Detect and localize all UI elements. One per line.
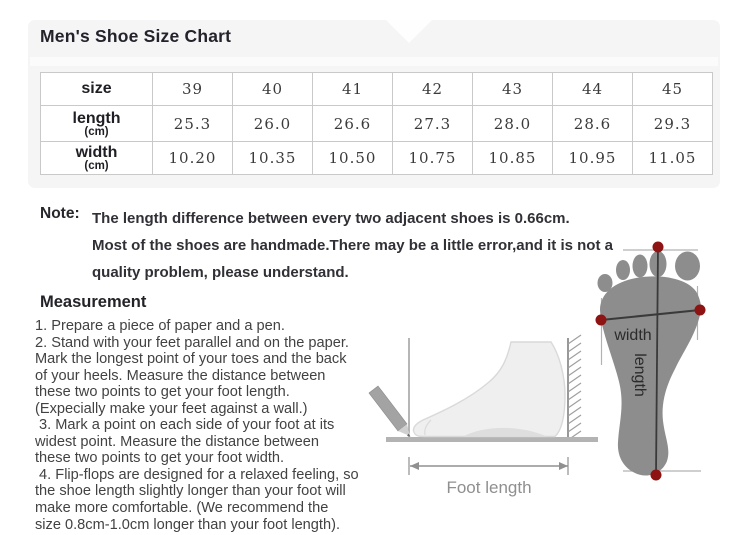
- width-cell: 10.95: [552, 141, 633, 175]
- footprint-diagram: width length: [595, 241, 706, 481]
- measurement-line: size 0.8cm-1.0cm longer than your foot l…: [35, 516, 341, 533]
- measurement-line: 1. Prepare a piece of paper and a pen.: [35, 318, 285, 334]
- measurement-instructions: 1. Prepare a piece of paper and a pen. 2…: [35, 318, 359, 533]
- measurement-line: these two points to get your foot length…: [35, 384, 290, 401]
- note-line: The length difference between every two …: [92, 210, 570, 227]
- page-title: Men's Shoe Size Chart: [40, 26, 232, 46]
- pencil-icon: [368, 385, 411, 437]
- width-cell: 10.85: [472, 141, 553, 175]
- wall-hatch-icon: [567, 334, 582, 441]
- width-measure-line: [600, 309, 701, 321]
- length-cell: 29.3: [632, 105, 713, 142]
- measurement-line: these two points to get your foot width.: [35, 450, 285, 467]
- size-cell: 41: [312, 72, 393, 106]
- width-label: width: [75, 144, 118, 161]
- measurement-line: 2. Stand with your feet parallel and on …: [35, 334, 349, 351]
- length-label: length: [72, 109, 121, 127]
- table-row-sizes: size 39 40 41 42 43 44 45: [40, 72, 713, 106]
- length-unit: (cm): [84, 125, 109, 138]
- note-text: The length difference between every two …: [92, 205, 613, 286]
- measurement-line: (Expecially make your feet against a wal…: [35, 400, 308, 417]
- size-cell: 44: [552, 72, 633, 106]
- width-cell: 10.35: [232, 141, 313, 175]
- footprint-toes: [597, 251, 700, 292]
- foot-side-diagram: Foot length: [368, 334, 598, 497]
- foot-length-arrow: [408, 457, 569, 475]
- footprint-length-label: length: [631, 353, 648, 397]
- length-cell: 28.0: [472, 105, 553, 142]
- note-line: quality problem, please understand.: [92, 264, 349, 281]
- foot-profile-icon: [412, 341, 566, 438]
- ground-line: [386, 437, 598, 442]
- measurement-line: make more comfortable. (We recommend the: [35, 500, 329, 517]
- card-divider: [30, 57, 718, 66]
- measurement-line: the shoe length slightly longer than you…: [35, 483, 346, 500]
- width-cell: 10.75: [392, 141, 473, 175]
- measurement-line: of your heels. Measure the distance betw…: [35, 367, 326, 384]
- length-measure-line: [655, 246, 659, 476]
- measurement-line: 3. Mark a point on each side of your foo…: [35, 417, 335, 434]
- size-cell: 43: [472, 72, 553, 106]
- marker-dots: [595, 241, 706, 481]
- size-cell: 40: [232, 72, 313, 106]
- width-cell: 10.20: [152, 141, 233, 175]
- measurement-line: widest point. Measure the distance betwe…: [35, 433, 319, 450]
- table-row-length: length (cm) 25.3 26.0 26.6 27.3 28.0 28.…: [40, 105, 713, 142]
- foot-arch-shadow: [463, 427, 547, 437]
- footprint-sole-icon: [600, 276, 701, 476]
- width-unit: (cm): [84, 160, 109, 172]
- note-label: Note:: [40, 205, 80, 222]
- length-cell: 26.6: [312, 105, 393, 142]
- table-row-width: width (cm) 10.20 10.35 10.50 10.75 10.85…: [40, 141, 713, 175]
- length-cell: 26.0: [232, 105, 313, 142]
- size-table: size 39 40 41 42 43 44 45 length (cm) 25…: [40, 72, 713, 175]
- note-line: Most of the shoes are handmade.There may…: [92, 237, 613, 254]
- width-cell: 10.50: [312, 141, 393, 175]
- length-cell: 27.3: [392, 105, 473, 142]
- measurement-line: Mark the longest point of your toes and …: [35, 351, 347, 368]
- size-cell: 45: [632, 72, 713, 106]
- length-cell: 28.6: [552, 105, 633, 142]
- measurement-heading: Measurement: [40, 293, 147, 311]
- size-cell: 39: [152, 72, 233, 106]
- size-header-cell: size: [40, 72, 153, 106]
- width-cell: 11.05: [632, 141, 713, 175]
- width-header-cell: width (cm): [40, 141, 153, 175]
- length-cell: 25.3: [152, 105, 233, 142]
- length-header-cell: length (cm): [40, 105, 153, 142]
- foot-length-caption: Foot length: [446, 478, 531, 497]
- size-cell: 42: [392, 72, 473, 106]
- toe-detail-line: [424, 419, 432, 436]
- footprint-width-label: width: [613, 327, 651, 344]
- measurement-line: 4. Flip-flops are designed for a relaxed…: [35, 466, 359, 483]
